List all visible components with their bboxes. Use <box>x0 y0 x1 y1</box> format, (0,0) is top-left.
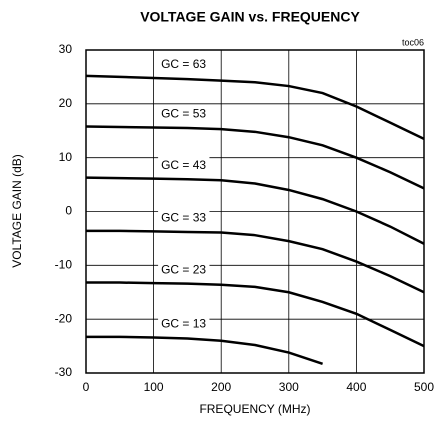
series-line <box>85 176 425 245</box>
series-label: GC = 53 <box>161 107 206 121</box>
series-line <box>85 74 425 140</box>
series-line <box>86 335 323 366</box>
plot-frame <box>85 49 425 374</box>
chart-note: toc06 <box>402 37 424 47</box>
series-line <box>86 229 425 294</box>
series-label: GC = 23 <box>161 262 206 276</box>
x-tick-label: 300 <box>279 380 299 394</box>
x-tick-label: 200 <box>211 380 231 394</box>
series-label-bg <box>158 209 210 226</box>
y-tick-label: 0 <box>65 204 72 218</box>
series-label-bg <box>158 156 210 173</box>
series-label-bg <box>158 315 210 332</box>
x-tick-label: 0 <box>83 380 90 394</box>
y-tick-label: 30 <box>59 42 73 56</box>
y-tick-label: -10 <box>55 258 73 272</box>
series-label-bg <box>158 261 210 278</box>
series-label: GC = 63 <box>161 57 206 71</box>
series-line <box>86 281 425 348</box>
series-label-bg <box>158 56 210 73</box>
x-tick-label: 400 <box>346 380 366 394</box>
series-line <box>85 125 425 190</box>
y-tick-label: 20 <box>59 96 73 110</box>
y-tick-label: -20 <box>55 311 73 325</box>
y-axis-label: VOLTAGE GAIN (dB) <box>10 154 24 268</box>
series-label: GC = 13 <box>161 317 206 331</box>
x-tick-label: 100 <box>144 380 164 394</box>
x-axis-label: FREQUENCY (MHz) <box>199 402 310 416</box>
series-label: GC = 33 <box>161 211 206 225</box>
series-label-bg <box>158 105 210 122</box>
y-tick-label: -30 <box>55 365 73 379</box>
x-tick-label: 500 <box>414 380 434 394</box>
chart-title: VOLTAGE GAIN vs. FREQUENCY <box>140 9 360 25</box>
series-label: GC = 43 <box>161 158 206 172</box>
y-tick-label: 10 <box>59 150 73 164</box>
